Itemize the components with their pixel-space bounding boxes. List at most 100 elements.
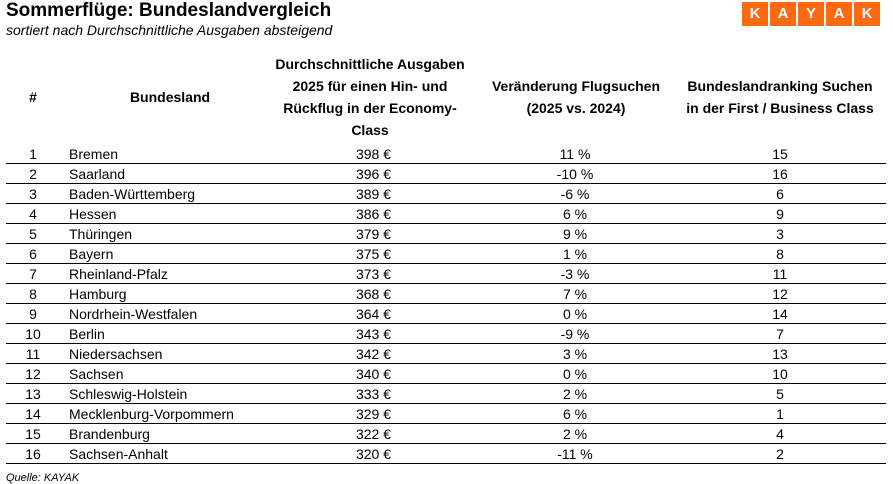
- header-price-line: Class: [351, 122, 389, 138]
- state-cell: Schleswig-Holstein: [69, 386, 188, 402]
- row-divider: [6, 183, 886, 184]
- rank-cell: 15: [25, 426, 41, 442]
- change-cell: 6 %: [562, 206, 588, 222]
- change-cell: -11 %: [557, 446, 593, 462]
- change-cell: 11 %: [559, 146, 591, 162]
- header-ranking-line: in der First / Business Class: [686, 100, 874, 116]
- row-divider: [6, 163, 886, 164]
- table-row: 3 Baden-Württemberg 389 € -6 % 6: [0, 184, 893, 204]
- state-cell: Baden-Württemberg: [69, 186, 196, 202]
- row-divider: [6, 363, 886, 364]
- ranking-cell: 7: [776, 326, 784, 342]
- change-cell: 2 %: [562, 426, 588, 442]
- change-cell: 0 %: [562, 366, 588, 382]
- row-divider: [6, 403, 886, 404]
- rank-cell: 7: [29, 266, 37, 282]
- row-divider: [6, 223, 886, 224]
- row-divider: [6, 463, 886, 464]
- logo-letter: A: [770, 2, 796, 26]
- price-cell: 386 €: [355, 206, 391, 222]
- row-divider: [6, 343, 886, 344]
- rank-cell: 1: [29, 146, 37, 162]
- rank-cell: 6: [29, 246, 37, 262]
- rank-cell: 11: [25, 346, 41, 362]
- header-change-line: (2025 vs. 2024): [526, 100, 626, 116]
- table-row: 9 Nordrhein-Westfalen 364 € 0 % 14: [0, 304, 893, 324]
- row-divider: [6, 243, 886, 244]
- rank-cell: 10: [25, 326, 41, 342]
- state-cell: Berlin: [69, 326, 105, 342]
- ranking-cell: 13: [772, 346, 788, 362]
- header-ranking: Bundeslandranking Suchen in der First / …: [674, 75, 886, 119]
- state-cell: Niedersachsen: [69, 346, 163, 362]
- rank-cell: 4: [29, 206, 37, 222]
- state-cell: Hessen: [69, 206, 117, 222]
- price-cell: 340 €: [355, 366, 391, 382]
- table-row: 5 Thüringen 379 € 9 % 3: [0, 224, 893, 244]
- page-title: Sommerflüge: Bundeslandvergleich: [6, 0, 332, 21]
- rank-cell: 5: [29, 226, 37, 242]
- state-cell: Sachsen: [69, 366, 124, 382]
- state-cell: Sachsen-Anhalt: [69, 446, 168, 462]
- ranking-cell: 14: [772, 306, 788, 322]
- row-divider: [6, 443, 886, 444]
- rank-cell: 8: [29, 286, 37, 302]
- price-cell: 342 €: [355, 346, 391, 362]
- state-cell: Thüringen: [69, 226, 133, 242]
- state-cell: Bremen: [69, 146, 119, 162]
- logo-letter: Y: [798, 2, 824, 26]
- price-cell: 398 €: [355, 146, 391, 162]
- price-cell: 322 €: [355, 426, 391, 442]
- state-cell: Nordrhein-Westfalen: [69, 306, 198, 322]
- price-cell: 375 €: [355, 246, 391, 262]
- price-cell: 379 €: [355, 226, 391, 242]
- header-ranking-line: Bundeslandranking Suchen: [687, 78, 873, 94]
- table-row: 8 Hamburg 368 € 7 % 12: [0, 284, 893, 304]
- ranking-cell: 6: [776, 186, 784, 202]
- kayak-logo: K A Y A K: [742, 2, 880, 26]
- header-rank: #: [29, 89, 37, 105]
- rank-cell: 2: [29, 166, 37, 182]
- row-divider: [6, 203, 886, 204]
- rank-cell: 12: [25, 366, 41, 382]
- table-row: 2 Saarland 396 € -10 % 16: [0, 164, 893, 184]
- price-cell: 373 €: [355, 266, 391, 282]
- change-cell: 7 %: [562, 286, 588, 302]
- ranking-cell: 15: [772, 146, 788, 162]
- change-cell: 1 %: [562, 246, 588, 262]
- change-cell: 0 %: [562, 306, 588, 322]
- price-cell: 364 €: [355, 306, 391, 322]
- table-body: 1 Bremen 398 €11 % 15 2 Saarland 396 € -10 % 16 3…: [0, 144, 893, 464]
- ranking-cell: 1: [776, 406, 784, 422]
- ranking-cell: 10: [772, 366, 788, 382]
- change-cell: -10 %: [556, 166, 594, 182]
- ranking-cell: 16: [772, 166, 788, 182]
- table-row: 10 Berlin 343 € -9 % 7: [0, 324, 893, 344]
- row-divider: [6, 423, 886, 424]
- table-row: 11 Niedersachsen 342 € 3 % 13: [0, 344, 893, 364]
- price-cell: 333 €: [355, 386, 391, 402]
- row-divider: [6, 323, 886, 324]
- table-row: 1 Bremen 398 € 11 % 15: [0, 144, 893, 164]
- logo-letter: K: [854, 2, 880, 26]
- rank-cell: 16: [25, 446, 41, 462]
- table-row: 13 Schleswig-Holstein 333 € 2 % 5: [0, 384, 893, 404]
- change-cell: -6 %: [560, 186, 590, 202]
- ranking-cell: 12: [772, 286, 788, 302]
- row-divider: [6, 303, 886, 304]
- ranking-cell: 5: [776, 386, 784, 402]
- state-cell: Hamburg: [69, 286, 127, 302]
- table-row: 7 Rheinland-Pfalz 373 € -3 % 11: [0, 264, 893, 284]
- state-cell: Mecklenburg-Vorpommern: [69, 406, 234, 422]
- price-cell: 343 €: [355, 326, 391, 342]
- rank-cell: 3: [29, 186, 37, 202]
- ranking-cell: 11: [772, 266, 788, 282]
- ranking-cell: 2: [776, 446, 784, 462]
- page-subtitle: sortiert nach Durchschnittliche Ausgaben…: [6, 22, 333, 38]
- state-cell: Brandenburg: [69, 426, 150, 442]
- header-price-line: Durchschnittliche Ausgaben: [275, 56, 465, 72]
- table-row: 16 Sachsen-Anhalt 320 € -11 % 2: [0, 444, 893, 464]
- header-change-line: Veränderung Flugsuchen: [491, 78, 661, 94]
- change-cell: -9 %: [560, 326, 590, 342]
- table-row: 15 Brandenburg 322 € 2 % 4: [0, 424, 893, 444]
